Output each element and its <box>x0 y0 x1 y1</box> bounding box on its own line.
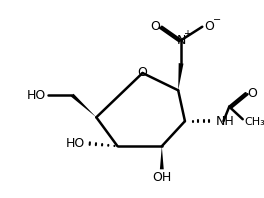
Text: NH: NH <box>216 115 234 128</box>
Text: OH: OH <box>152 171 171 185</box>
Text: HO: HO <box>27 89 46 102</box>
Text: O: O <box>204 20 214 33</box>
Text: O: O <box>247 87 257 100</box>
Polygon shape <box>178 63 183 90</box>
Text: N: N <box>176 34 186 47</box>
Text: O: O <box>138 67 148 79</box>
Polygon shape <box>71 94 96 117</box>
Text: HO: HO <box>65 137 85 150</box>
Text: CH₃: CH₃ <box>244 117 264 127</box>
Text: −: − <box>213 15 221 25</box>
Polygon shape <box>160 146 164 169</box>
Text: +: + <box>183 30 191 39</box>
Text: O: O <box>150 20 160 33</box>
